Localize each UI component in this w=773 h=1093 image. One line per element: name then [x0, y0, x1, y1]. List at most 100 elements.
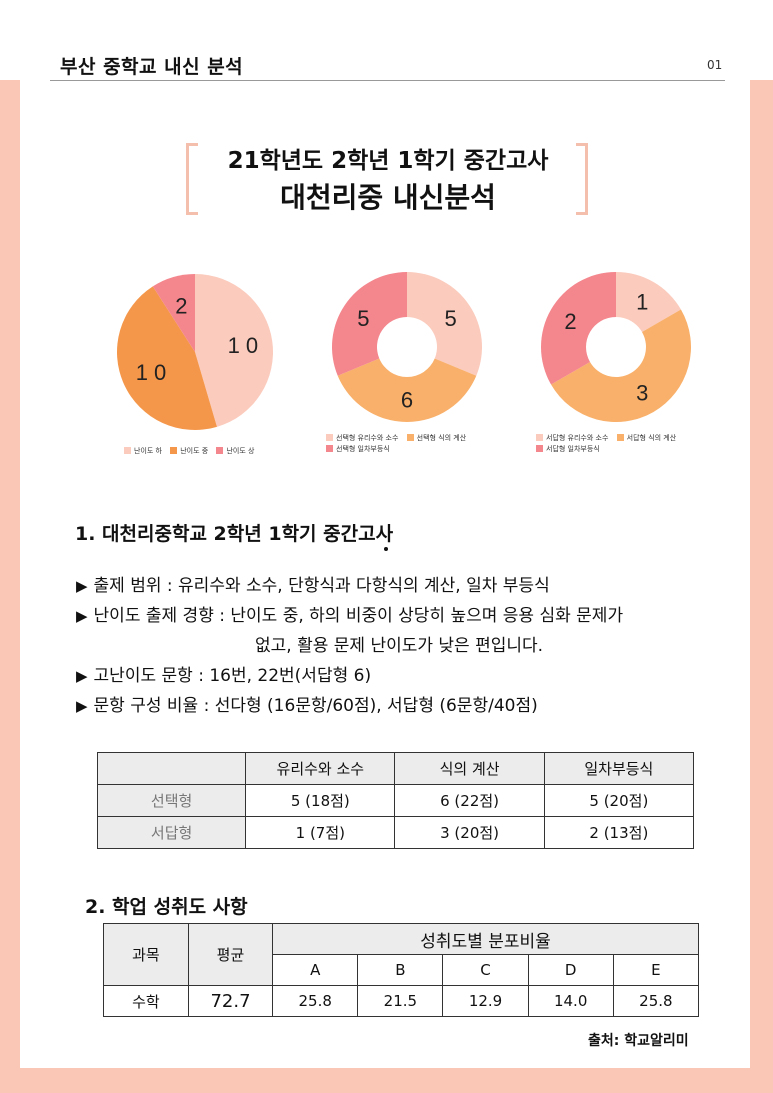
chart-slice	[616, 272, 681, 332]
legend-swatch	[406, 434, 414, 441]
table-row: 수학 72.7 25.8 21.5 12.9 14.0 25.8	[103, 985, 700, 1017]
chart-slice	[117, 286, 217, 430]
legend-label: 선택형 유리수와 소수	[336, 434, 399, 442]
legend-swatch	[124, 447, 131, 454]
table-cell: 72.7	[187, 985, 274, 1017]
table-header-cell: 과목	[103, 923, 189, 986]
multiple-choice-legend: 선택형 유리수와 소수 선택형 식의 계산 선택형 일차부등식	[326, 433, 516, 455]
table-cell: 12.9	[442, 985, 529, 1017]
table-cell: 6 (22점)	[394, 784, 545, 817]
table-cell: 5 (20점)	[543, 784, 695, 817]
table-header-row: 과목 평균 성취도별 분포비율	[103, 923, 699, 986]
bullet-text: 문항 구성 비율 : 선다형 (16문항/60점), 서답형 (6문항/40점)	[93, 696, 538, 716]
page-number: 01	[707, 58, 723, 72]
difficulty-legend: 난이도 하 난이도 중 난이도 상	[124, 446, 294, 457]
bullet-difficulty-trend-continuation: 없고, 활용 문제 난이도가 낮은 편입니다.	[255, 636, 544, 656]
chart-data-label: 5	[445, 306, 457, 331]
bullet-difficulty-trend: ▶ 난이도 출제 경향 : 난이도 중, 하의 비중이 상당히 높으며 응용 심화…	[76, 601, 623, 626]
chart-data-label: 1 0	[136, 360, 167, 385]
achievement-table: 과목 평균 성취도별 분포비율 A B C D E 수학 72.7 25.8 2…	[103, 923, 700, 1017]
table-header-cell: 식의 계산	[394, 752, 545, 785]
table-cell: C	[442, 954, 529, 986]
chart-slice	[332, 272, 407, 376]
chart-data-label: 3	[636, 380, 648, 405]
chart-data-label: 2	[564, 309, 576, 334]
chart-data-label: 2	[175, 294, 187, 319]
table-header-cell: 일차부등식	[543, 752, 695, 785]
chart-slice	[152, 274, 195, 352]
bullet-text: 고난이도 문항 : 16번, 22번(서답형 6)	[93, 666, 372, 686]
chart-data-label: 1	[636, 290, 648, 315]
table-cell: 1 (7점)	[245, 816, 396, 849]
bullet-arrow-icon: ▶	[76, 577, 88, 595]
bullet-arrow-icon: ▶	[76, 697, 88, 715]
table-cell: 14.0	[527, 985, 614, 1017]
table-cell: 21.5	[357, 985, 444, 1017]
legend-swatch	[536, 434, 543, 441]
short-answer-legend: 서답형 유리수와 소수 서답형 식의 계산 서답형 일차부등식	[536, 433, 726, 455]
bullet-exam-scope: ▶ 출제 범위 : 유리수와 소수, 단항식과 다항식의 계산, 일차 부등식	[76, 571, 550, 596]
legend-label: 서답형 일차부등식	[546, 445, 600, 453]
table-header-cell: 성취도별 분포비율	[272, 923, 699, 955]
chart-data-label: 1 0	[228, 333, 259, 358]
legend-item: 서답형 유리수와 소수	[536, 433, 608, 444]
table-cell: 25.8	[612, 985, 700, 1017]
main-title-line2: 대천리중 내신분석	[280, 181, 496, 214]
table-row: 서답형 1 (7점) 3 (20점) 2 (13점)	[96, 816, 695, 849]
bullet-text: 출제 범위 : 유리수와 소수, 단항식과 다항식의 계산, 일차 부등식	[93, 576, 550, 596]
content-panel	[20, 80, 750, 1068]
table-cell: E	[612, 954, 700, 986]
chart-slice	[541, 272, 616, 385]
table-cell: A	[272, 954, 359, 986]
chart-slice	[195, 274, 273, 427]
chart-data-label: 6	[401, 388, 413, 413]
header-divider	[50, 80, 725, 81]
legend-label: 난이도 중	[180, 447, 209, 455]
table-header-cell: 유리수와 소수	[245, 752, 396, 785]
table-cell: 3 (20점)	[394, 816, 545, 849]
bullet-arrow-icon: ▶	[76, 667, 88, 685]
question-distribution-table: 유리수와 소수 식의 계산 일차부등식 선택형 5 (18점) 6 (22점) …	[96, 752, 695, 849]
header-title: 부산 중학교 내신 분석	[60, 56, 244, 78]
table-row-header: 수학	[103, 985, 189, 1017]
table-cell: D	[527, 954, 614, 986]
chart-slice	[407, 272, 482, 376]
legend-label: 선택형 일차부등식	[336, 445, 390, 453]
legend-swatch	[616, 434, 624, 441]
legend-swatch	[170, 447, 178, 454]
bullet-arrow-icon: ▶	[76, 607, 88, 625]
legend-item: 난이도 중	[170, 446, 208, 457]
table-header-row: A B C D E	[104, 954, 700, 986]
legend-label: 선택형 식의 계산	[416, 434, 467, 442]
title-bracket-right	[576, 143, 588, 215]
bullet-text: 난이도 출제 경향 : 난이도 중, 하의 비중이 상당히 높으며 응용 심화 …	[93, 606, 624, 626]
legend-item: 선택형 식의 계산	[406, 433, 467, 444]
table-row-header: 선택형	[96, 784, 247, 817]
table-cell: 25.8	[272, 985, 359, 1017]
legend-item: 선택형 유리수와 소수	[326, 433, 398, 444]
legend-swatch	[216, 447, 224, 454]
table-header-cell: 평균	[187, 923, 274, 986]
legend-label: 난이도 하	[134, 447, 162, 455]
legend-label: 서답형 유리수와 소수	[546, 434, 609, 442]
table-header-row: 유리수와 소수 식의 계산 일차부등식	[96, 752, 695, 785]
legend-label: 서답형 식의 계산	[626, 434, 677, 442]
chart-data-label: 5	[357, 306, 369, 331]
legend-item: 선택형 일차부등식	[326, 444, 390, 455]
heading-dot	[384, 547, 388, 551]
table-cell: 5 (18점)	[245, 784, 396, 817]
table-cell: B	[357, 954, 444, 986]
title-bracket-left	[186, 143, 198, 215]
source-note: 출처: 학교알리미	[588, 1033, 689, 1049]
main-title-line1: 21학년도 2학년 1학기 중간고사	[227, 148, 549, 174]
section1-heading: 1. 대천리중학교 2학년 1학기 중간고사	[75, 523, 394, 545]
section2-heading: 2. 학업 성취도 사항	[85, 896, 248, 918]
legend-item: 서답형 일차부등식	[536, 444, 600, 455]
legend-swatch	[536, 445, 543, 452]
legend-label: 난이도 상	[226, 447, 255, 455]
table-cell: 2 (13점)	[543, 816, 695, 849]
bullet-question-composition: ▶ 문항 구성 비율 : 선다형 (16문항/60점), 서답형 (6문항/40점…	[76, 691, 538, 716]
